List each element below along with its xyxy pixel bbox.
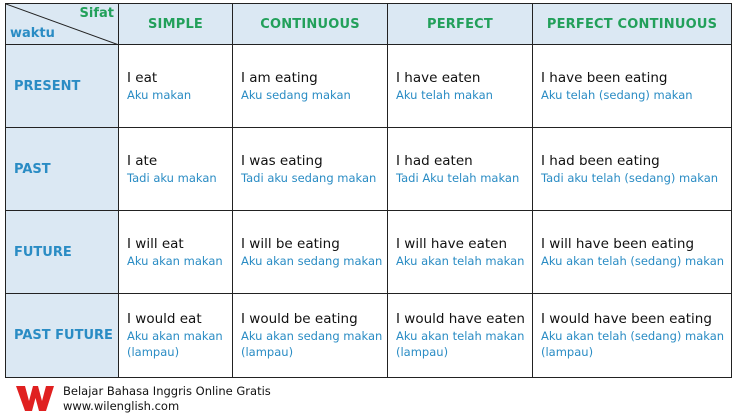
footer-url: www.wilenglish.com — [63, 399, 180, 413]
indonesian-translation: Tadi aku sedang makan — [241, 170, 377, 185]
english-sentence: I would eat — [127, 311, 202, 327]
english-sentence: I ate — [127, 152, 158, 169]
column-header-perfect-continuous: PERFECT CONTINUOUS — [532, 3, 732, 45]
row-header-future: FUTURE — [5, 210, 119, 294]
indonesian-translation: Aku akan makan — [127, 253, 223, 268]
indonesian-translation: Aku akan telah (sedang) makan (lampau) — [541, 329, 725, 359]
table-cell: I will have been eating Aku akan telah (s… — [532, 210, 732, 294]
footer-tagline: Belajar Bahasa Inggris Online Gratis — [63, 384, 271, 398]
english-sentence: I would have eaten — [396, 311, 525, 327]
indonesian-translation: Aku akan sedang makan — [241, 253, 383, 268]
english-sentence: I was eating — [241, 152, 323, 169]
table-row-past: PAST I ate Tadi aku makan I was eating Tad… — [5, 127, 732, 211]
column-header-perfect: PERFECT — [387, 3, 533, 45]
english-sentence: I will be eating — [241, 235, 340, 252]
column-header-continuous: CONTINUOUS — [232, 3, 388, 45]
indonesian-translation: Tadi aku telah (sedang) makan — [541, 170, 719, 185]
indonesian-translation: Aku makan — [127, 87, 192, 102]
english-sentence: I am eating — [241, 69, 318, 86]
table-cell: I am eating Aku sedang makan — [232, 44, 388, 128]
w-logo-icon — [16, 386, 54, 411]
corner-waktu-label: waktu — [10, 26, 55, 41]
indonesian-translation: Aku akan telah makan — [396, 253, 525, 268]
table-cell: I have been eating Aku telah (sedang) mak… — [532, 44, 732, 128]
header-row: Sifat waktu SIMPLE CONTINUOUS PERFECT PE… — [5, 3, 732, 45]
english-sentence: I had been eating — [541, 152, 660, 169]
indonesian-translation: Aku akan telah (sedang) makan — [541, 253, 725, 268]
row-header-present: PRESENT — [5, 44, 119, 128]
table-cell: I will be eating Aku akan sedang makan — [232, 210, 388, 294]
indonesian-translation: Aku akan telah makan (lampau) — [396, 329, 525, 359]
table-row-present: PRESENT I eat Aku makan I am eating Aku se… — [5, 44, 732, 128]
table-cell: I ate Tadi aku makan — [118, 127, 233, 211]
corner-cell: Sifat waktu — [5, 3, 119, 45]
tense-table: Sifat waktu SIMPLE CONTINUOUS PERFECT PE… — [5, 3, 732, 378]
indonesian-translation: Aku telah (sedang) makan — [541, 87, 693, 102]
table-cell: I would eat Aku akan makan (lampau) — [118, 293, 233, 378]
english-sentence: I will have eaten — [396, 235, 508, 252]
table-cell: I eat Aku makan — [118, 44, 233, 128]
table-cell: I would have been eating Aku akan telah (… — [532, 293, 732, 378]
indonesian-translation: Tadi Aku telah makan — [396, 170, 520, 185]
table-cell: I will eat Aku akan makan — [118, 210, 233, 294]
english-sentence: I would be eating — [241, 311, 358, 327]
table-cell: I have eaten Aku telah makan — [387, 44, 533, 128]
indonesian-translation: Aku akan sedang makan (lampau) — [241, 329, 383, 359]
english-sentence: I had eaten — [396, 152, 473, 169]
table-cell: I would have eaten Aku akan telah makan (… — [387, 293, 533, 378]
english-sentence: I eat — [127, 69, 158, 86]
table-cell: I will have eaten Aku akan telah makan — [387, 210, 533, 294]
indonesian-translation: Aku telah makan — [396, 87, 493, 102]
english-sentence: I have eaten — [396, 69, 481, 86]
column-header-simple: SIMPLE — [118, 3, 233, 45]
indonesian-translation: Aku sedang makan — [241, 87, 351, 102]
english-sentence: I would have been eating — [541, 311, 712, 327]
indonesian-translation: Tadi aku makan — [127, 170, 217, 185]
table-cell: I would be eating Aku akan sedang makan (… — [232, 293, 388, 378]
indonesian-translation: Aku akan makan (lampau) — [127, 329, 223, 359]
english-sentence: I will have been eating — [541, 235, 695, 252]
table-cell: I had been eating Tadi aku telah (sedang)… — [532, 127, 732, 211]
table-row-past-future: PAST FUTURE I would eat Aku akan makan (l… — [5, 293, 732, 378]
english-sentence: I will eat — [127, 235, 184, 252]
row-header-past: PAST — [5, 127, 119, 211]
table-cell: I had eaten Tadi Aku telah makan — [387, 127, 533, 211]
row-header-past-future: PAST FUTURE — [5, 293, 119, 378]
english-sentence: I have been eating — [541, 69, 668, 86]
table-row-future: FUTURE I will eat Aku akan makan I will b… — [5, 210, 732, 294]
table-cell: I was eating Tadi aku sedang makan — [232, 127, 388, 211]
diagonal-divider — [6, 4, 117, 44]
corner-sifat-label: Sifat — [79, 6, 114, 21]
